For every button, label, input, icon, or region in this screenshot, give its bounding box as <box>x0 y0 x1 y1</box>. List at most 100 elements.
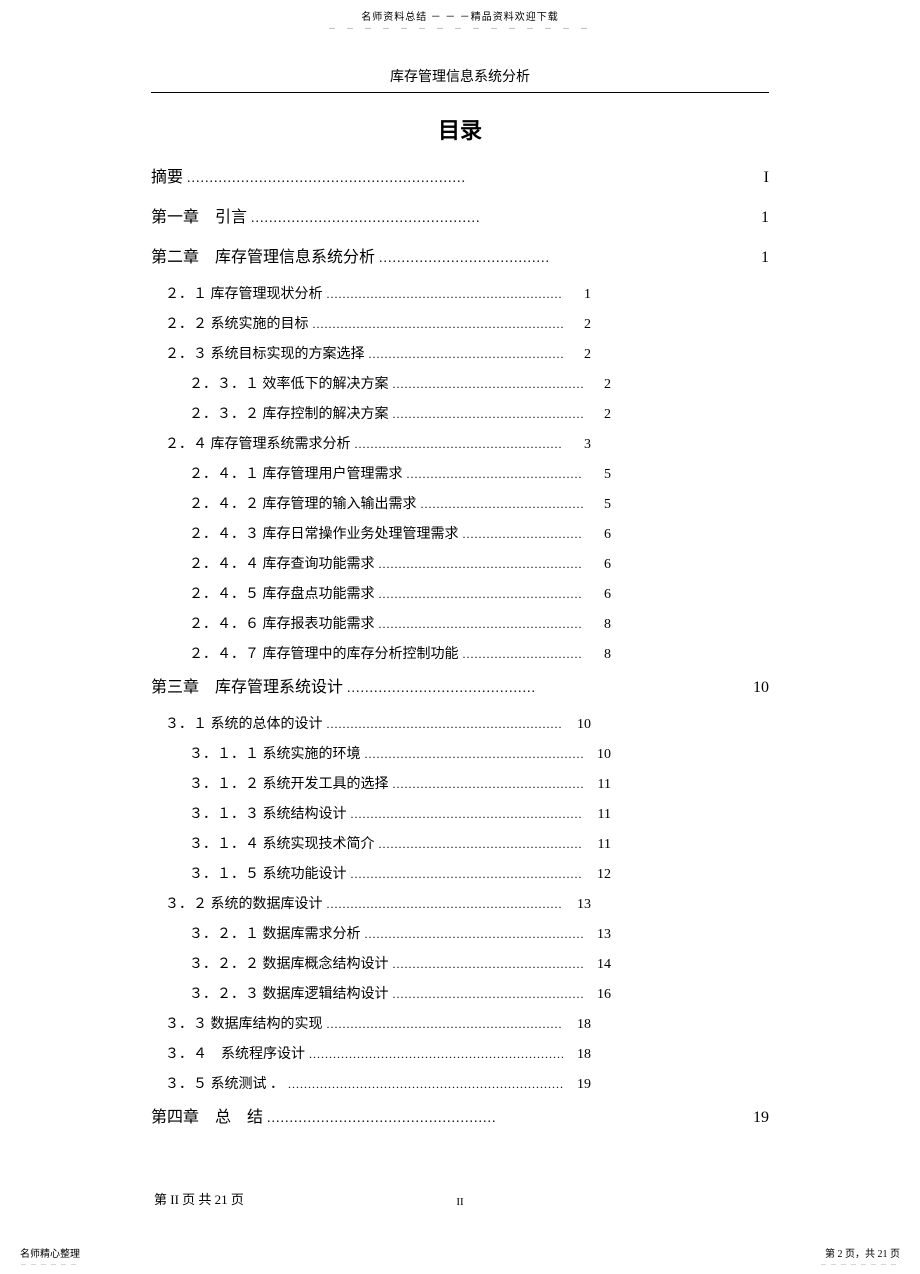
toc-page: 14 <box>587 957 611 973</box>
toc-page: 18 <box>567 1047 591 1063</box>
toc-sub-entry: ３．１ 系统的总体的设计 10 <box>151 713 591 733</box>
toc-label: ３．１．１ 系统实施的环境 <box>189 743 361 763</box>
toc-label: ３．５ 系统测试 ． <box>165 1073 284 1093</box>
toc-page: 19 <box>745 1109 769 1127</box>
toc-leader-dots <box>351 807 584 823</box>
toc-leader-dots <box>393 777 584 793</box>
toc-label: 第一章 引言 <box>151 203 247 227</box>
toc-sub-entry: ２．４．１ 库存管理用户管理需求 5 <box>151 463 611 483</box>
toc-sub-entry: ２．４．５ 库存盘点功能需求6 <box>151 583 611 603</box>
toc-page: 16 <box>587 987 611 1003</box>
toc-page: 10 <box>587 747 611 763</box>
footer-bottom-right-decoration: －－－－－－－－ <box>820 1260 900 1270</box>
footer-bottom-left: 名师精心整理 <box>20 1245 80 1260</box>
toc-sub-entry: ３．２．３ 数据库逻辑结构设计 16 <box>151 983 611 1003</box>
toc-leader-dots <box>327 287 564 303</box>
toc-sub-entry: ２．３．２ 库存控制的解决方案2 <box>151 403 611 423</box>
toc-label: ３．４ 系统程序设计 <box>165 1043 305 1063</box>
toc-major-abstract: 摘要 I <box>151 163 769 187</box>
toc-sub-entry: ３．２ 系统的数据库设计 13 <box>151 893 591 913</box>
toc-sub-entry: ２．４．３ 库存日常操作业务处理管理需求6 <box>151 523 611 543</box>
toc-page: 10 <box>567 717 591 733</box>
toc-page: 13 <box>587 927 611 943</box>
toc-page: 3 <box>567 437 591 453</box>
toc-leader-dots <box>309 1047 563 1063</box>
toc-page: 13 <box>567 897 591 913</box>
toc-sub-entry: ３．４ 系统程序设计 18 <box>151 1043 591 1063</box>
toc-label: ２．４ 库存管理系统需求分析 <box>165 433 351 453</box>
toc-page: 5 <box>587 467 611 483</box>
toc-label: 第四章 总 结 <box>151 1103 263 1127</box>
toc-sub-entry: ２．２ 系统实施的目标2 <box>151 313 591 333</box>
toc-page: 6 <box>587 557 611 573</box>
toc-label: ３．１．５ 系统功能设计 <box>189 863 347 883</box>
toc-page: 11 <box>587 807 611 823</box>
toc-page: 2 <box>567 317 591 333</box>
top-header-decoration: － － － － － － － － － － － － － － － <box>0 23 920 34</box>
toc-leader-dots <box>393 407 584 423</box>
toc-sub-entry: ２．３．１ 效率低下的解决方案 2 <box>151 373 611 393</box>
toc-leader-dots <box>187 169 467 187</box>
toc-major-ch3: 第三章 库存管理系统设计 10 <box>151 673 769 697</box>
toc-label: 第二章 库存管理信息系统分析 <box>151 243 375 267</box>
toc-leader-dots <box>393 987 584 1003</box>
toc-label: ３．２ 系统的数据库设计 <box>165 893 323 913</box>
toc-page: 2 <box>587 377 611 393</box>
toc-page: 8 <box>587 617 611 633</box>
toc-label: ２．３．２ 库存控制的解决方案 <box>189 403 389 423</box>
toc-sub-entry: ３．２．２ 数据库概念结构设计14 <box>151 953 611 973</box>
toc-page: 8 <box>587 647 611 663</box>
toc-sub-entry: ３．１．１ 系统实施的环境 10 <box>151 743 611 763</box>
toc-label: ３．３ 数据库结构的实现 <box>165 1013 323 1033</box>
toc-leader-dots <box>351 867 584 883</box>
toc-label: ２．４．５ 库存盘点功能需求 <box>189 583 375 603</box>
toc-label: ３．１ 系统的总体的设计 <box>165 713 323 733</box>
toc-leader-dots <box>251 209 481 227</box>
toc-label: ３．２．３ 数据库逻辑结构设计 <box>189 983 389 1003</box>
footer-page-number: II <box>456 1196 463 1208</box>
toc-page: 1 <box>745 249 769 267</box>
toc-page: 5 <box>587 497 611 513</box>
toc-body: 摘要 I 第一章 引言 1 第二章 库存管理信息系统分析 1 ２．１ 库存管理现… <box>151 163 769 1127</box>
toc-leader-dots <box>313 317 564 333</box>
toc-leader-dots <box>463 527 584 543</box>
toc-leader-dots <box>327 1017 564 1033</box>
toc-sub-entry: ３．１．３ 系统结构设计11 <box>151 803 611 823</box>
toc-label: ３．１．２ 系统开发工具的选择 <box>189 773 389 793</box>
toc-leader-dots <box>379 617 584 633</box>
toc-sub-entry: ３．２．１ 数据库需求分析 13 <box>151 923 611 943</box>
toc-label: ３．２．１ 数据库需求分析 <box>189 923 361 943</box>
top-header: 名师资料总结 － － －精品资料欢迎下载 <box>0 0 920 23</box>
toc-leader-dots <box>288 1077 563 1093</box>
toc-label: ２．４．６ 库存报表功能需求 <box>189 613 375 633</box>
toc-sub-entry: ２．１ 库存管理现状分析1 <box>151 283 591 303</box>
document-title: 库存管理信息系统分析 <box>151 66 769 93</box>
toc-leader-dots <box>365 747 584 763</box>
toc-sub-entry: ２．４．２ 库存管理的输入输出需求5 <box>151 493 611 513</box>
toc-leader-dots <box>267 1109 497 1127</box>
toc-major-ch2: 第二章 库存管理信息系统分析 1 <box>151 243 769 267</box>
toc-sub-entry: ３．５ 系统测试 ．19 <box>151 1073 591 1093</box>
toc-leader-dots <box>369 347 564 363</box>
toc-label: ２．４．７ 库存管理中的库存分析控制功能 <box>189 643 459 663</box>
toc-sub-entry: ２．４．７ 库存管理中的库存分析控制功能 8 <box>151 643 611 663</box>
toc-sub-entry: ２．４．４ 库存查询功能需求6 <box>151 553 611 573</box>
toc-label: ２．３．１ 效率低下的解决方案 <box>189 373 389 393</box>
toc-page: 2 <box>567 347 591 363</box>
toc-sub-entry: ３．１．２ 系统开发工具的选择 11 <box>151 773 611 793</box>
toc-leader-dots <box>393 377 584 393</box>
footer-bottom-left-decoration: －－－－－－ <box>20 1260 80 1270</box>
toc-page: 11 <box>587 777 611 793</box>
toc-leader-dots <box>393 957 584 973</box>
toc-page: 1 <box>745 209 769 227</box>
toc-major-ch4: 第四章 总 结 19 <box>151 1103 769 1127</box>
toc-label: ２．４．１ 库存管理用户管理需求 <box>189 463 403 483</box>
toc-leader-dots <box>355 437 564 453</box>
toc-leader-dots <box>379 837 584 853</box>
toc-sub-entry: ２．３ 系统目标实现的方案选择2 <box>151 343 591 363</box>
toc-label: ２．１ 库存管理现状分析 <box>165 283 323 303</box>
toc-sub-entry: ２．４ 库存管理系统需求分析 3 <box>151 433 591 453</box>
toc-sub-entry: ３．３ 数据库结构的实现18 <box>151 1013 591 1033</box>
toc-label: ２．４．３ 库存日常操作业务处理管理需求 <box>189 523 459 543</box>
toc-leader-dots <box>379 587 584 603</box>
